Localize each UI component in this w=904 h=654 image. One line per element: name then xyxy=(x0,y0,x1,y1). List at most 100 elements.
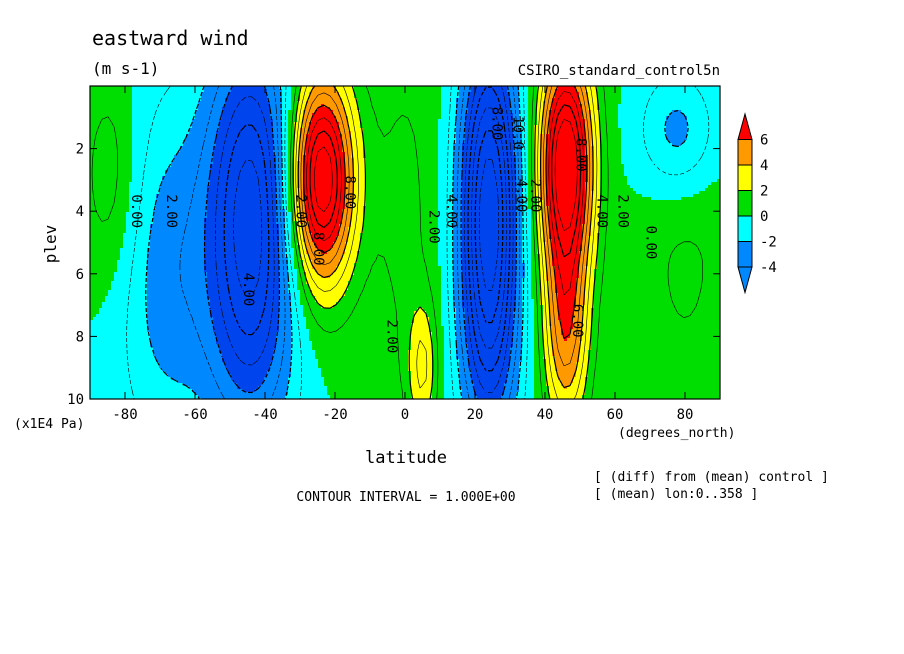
field-cell xyxy=(591,113,595,117)
field-cell xyxy=(321,116,325,120)
field-cell xyxy=(372,146,376,150)
field-cell xyxy=(297,113,301,117)
field-cell xyxy=(291,137,295,141)
field-cell xyxy=(204,116,208,120)
field-cell xyxy=(672,137,676,141)
field-cell xyxy=(669,137,673,141)
field-cell xyxy=(462,107,466,111)
field-cell xyxy=(108,122,112,126)
field-cell xyxy=(219,89,223,93)
field-cell xyxy=(138,86,142,90)
field-cell xyxy=(219,95,223,99)
field-cell xyxy=(222,140,226,144)
field-cell xyxy=(687,131,691,135)
field-cell xyxy=(132,101,136,105)
field-cell xyxy=(498,92,502,96)
field-cell xyxy=(405,95,409,99)
field-cell xyxy=(366,155,370,159)
field-cell xyxy=(270,101,274,105)
field-cell xyxy=(114,86,118,90)
field-cell xyxy=(183,146,187,150)
field-cell xyxy=(282,131,286,135)
field-cell xyxy=(102,143,106,147)
field-cell xyxy=(459,98,463,102)
field-cell xyxy=(90,95,94,99)
field-cell xyxy=(222,128,226,132)
field-cell xyxy=(207,116,211,120)
field-cell xyxy=(270,128,274,132)
field-cell xyxy=(510,128,514,132)
field-cell xyxy=(369,134,373,138)
field-cell xyxy=(282,86,286,90)
field-cell xyxy=(108,134,112,138)
field-cell xyxy=(336,155,340,159)
field-cell xyxy=(672,143,676,147)
field-cell xyxy=(228,137,232,141)
field-cell xyxy=(186,122,190,126)
field-cell xyxy=(567,125,571,129)
field-cell xyxy=(273,134,277,138)
field-cell xyxy=(186,110,190,114)
field-cell xyxy=(240,92,244,96)
field-cell xyxy=(318,140,322,144)
field-cell xyxy=(480,113,484,117)
field-cell xyxy=(690,143,694,147)
field-cell xyxy=(651,86,655,90)
field-cell xyxy=(648,137,652,141)
field-cell xyxy=(453,143,457,147)
field-cell xyxy=(189,152,193,156)
field-cell xyxy=(558,122,562,126)
field-cell xyxy=(651,113,655,117)
field-cell xyxy=(126,143,130,147)
field-cell xyxy=(186,107,190,111)
field-cell xyxy=(465,155,469,159)
field-cell xyxy=(360,98,364,102)
field-cell xyxy=(138,101,142,105)
field-cell xyxy=(570,149,574,153)
field-cell xyxy=(594,95,598,99)
field-cell xyxy=(642,101,646,105)
field-cell xyxy=(486,122,490,126)
field-cell xyxy=(138,146,142,150)
field-cell xyxy=(582,143,586,147)
field-cell xyxy=(696,134,700,138)
field-cell xyxy=(624,152,628,156)
field-cell xyxy=(699,131,703,135)
field-cell xyxy=(597,137,601,141)
field-cell xyxy=(474,92,478,96)
field-cell xyxy=(441,86,445,90)
field-cell xyxy=(651,131,655,135)
field-cell xyxy=(138,125,142,129)
field-cell xyxy=(126,137,130,141)
field-cell xyxy=(93,134,97,138)
field-cell xyxy=(417,134,421,138)
field-cell xyxy=(327,119,331,123)
field-cell xyxy=(495,113,499,117)
field-cell xyxy=(714,95,718,99)
field-cell xyxy=(255,155,259,159)
field-cell xyxy=(549,116,553,120)
field-cell xyxy=(582,140,586,144)
field-cell xyxy=(666,101,670,105)
field-cell xyxy=(312,149,316,153)
field-cell xyxy=(222,113,226,117)
field-cell xyxy=(213,152,217,156)
field-cell xyxy=(270,107,274,111)
field-cell xyxy=(597,101,601,105)
field-cell xyxy=(681,137,685,141)
field-cell xyxy=(258,125,262,129)
field-cell xyxy=(285,131,289,135)
field-cell xyxy=(396,140,400,144)
field-cell xyxy=(342,122,346,126)
field-cell xyxy=(606,113,610,117)
field-cell xyxy=(411,101,415,105)
field-cell xyxy=(162,110,166,114)
field-cell xyxy=(660,125,664,129)
field-cell xyxy=(111,86,115,90)
field-cell xyxy=(225,122,229,126)
field-cell xyxy=(321,155,325,159)
field-cell xyxy=(405,131,409,135)
field-cell xyxy=(402,122,406,126)
field-cell xyxy=(594,116,598,120)
field-cell xyxy=(645,101,649,105)
